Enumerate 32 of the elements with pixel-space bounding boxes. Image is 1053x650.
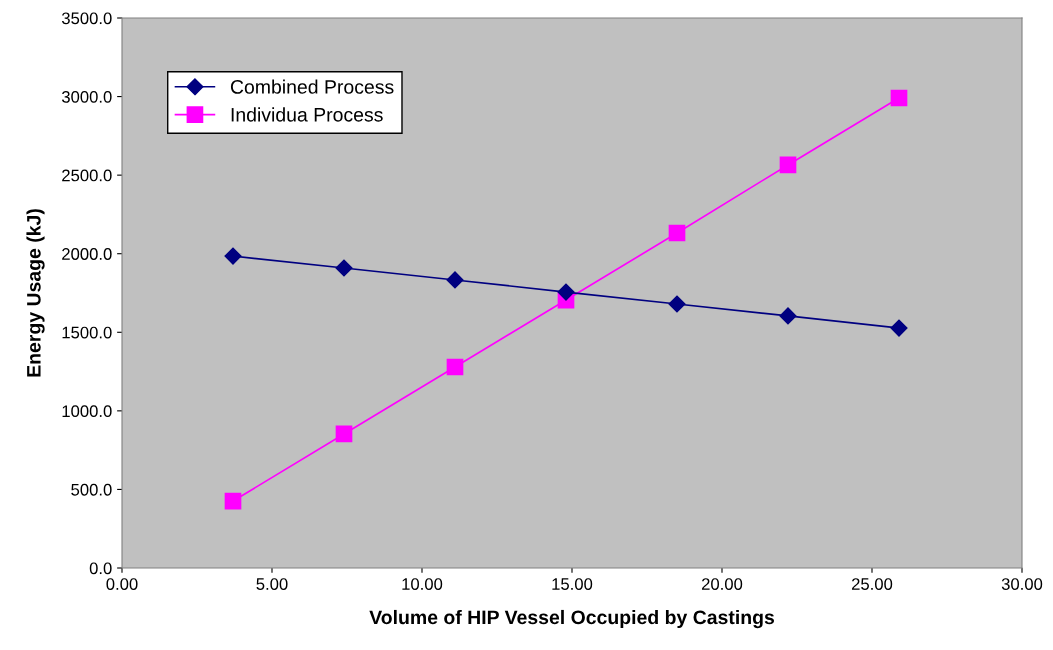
- y-tick-label: 3000.0: [61, 90, 112, 103]
- x-tick-label: 5.00: [256, 578, 288, 590]
- x-tick-label: 10.00: [402, 578, 443, 590]
- point: [446, 271, 464, 289]
- point: [446, 358, 464, 376]
- point: [779, 307, 797, 325]
- point: [890, 319, 908, 337]
- point: [779, 156, 797, 174]
- point: [890, 89, 908, 107]
- x-axis-title: Volume of HIP Vessel Occupied by Castings: [369, 609, 775, 629]
- point: [557, 283, 575, 301]
- x-tick-label: 0.00: [106, 578, 138, 590]
- y-tick-label: 3500.0: [61, 12, 112, 25]
- legend-label: Individua Process: [231, 107, 383, 122]
- x-tick-label: 25.00: [851, 578, 893, 590]
- point: [668, 295, 686, 313]
- point: [224, 492, 242, 510]
- y-tick-label: 500.0: [71, 483, 112, 496]
- point: [224, 247, 242, 265]
- y-tick-label: 2000.0: [62, 248, 112, 260]
- x-tick-label: 30.00: [1001, 578, 1043, 590]
- x-tick-label: 15.00: [552, 578, 593, 590]
- y-tick-label: 0.0: [89, 562, 112, 575]
- point: [335, 259, 353, 277]
- y-tick-label: 2500.0: [62, 169, 112, 182]
- y-tick-label: 1500.0: [62, 326, 112, 339]
- x-tick-label: 20.00: [701, 578, 743, 590]
- point: [668, 224, 686, 242]
- legend-label: Combined Process: [230, 79, 394, 94]
- y-axis-title: Energy Usage (kJ): [26, 209, 45, 377]
- point: [335, 425, 353, 443]
- y-tick-label: 1000.0: [62, 405, 112, 418]
